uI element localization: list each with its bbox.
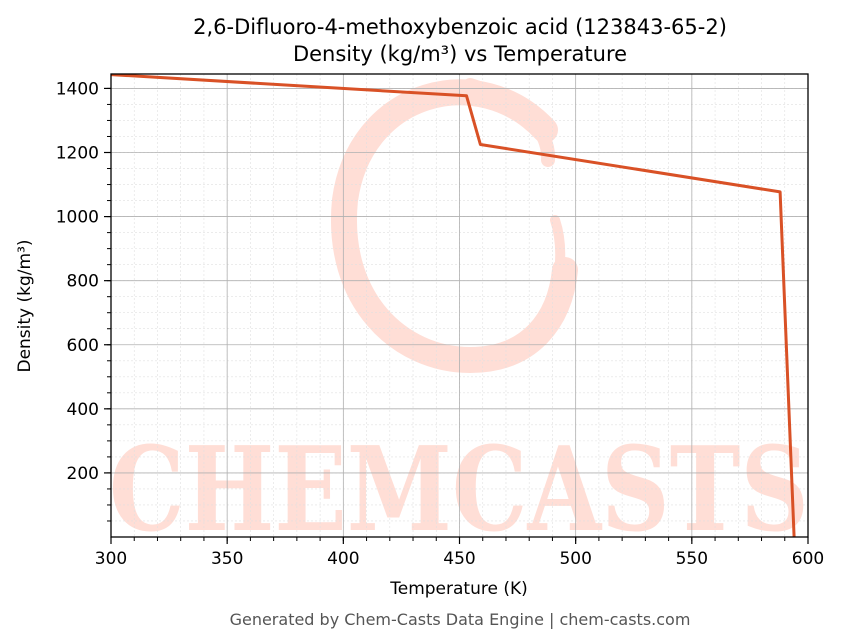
x-tick-labels: 300 350 400 450 500 550 600: [95, 549, 824, 569]
x-tick-label: 400: [327, 549, 359, 569]
x-tick-label: 500: [559, 549, 591, 569]
x-tick-label: 600: [792, 549, 824, 569]
y-tick-labels: 200 400 600 800 1000 1200 1400: [56, 79, 99, 483]
y-tick-label: 1000: [56, 208, 99, 228]
y-axis-label: Density (kg/m³): [15, 239, 35, 372]
y-tick-label: 1400: [56, 79, 99, 99]
y-tick-label: 800: [67, 272, 99, 292]
y-tick-label: 400: [67, 400, 99, 420]
series-layer: [111, 74, 796, 537]
x-tick-label: 450: [443, 549, 475, 569]
y-tick-label: 600: [67, 336, 99, 356]
y-tick-label: 1200: [56, 144, 99, 164]
footer-credit: Generated by Chem-Casts Data Engine | ch…: [230, 610, 691, 629]
chart-title: 2,6-Difluoro-4-methoxybenzoic acid (1238…: [193, 15, 727, 39]
x-axis-label: Temperature (K): [389, 579, 528, 599]
chart-subtitle: Density (kg/m³) vs Temperature: [293, 42, 627, 66]
density-line: [111, 74, 796, 537]
x-tick-label: 350: [211, 549, 243, 569]
x-tick-label: 300: [95, 549, 127, 569]
y-tick-label: 200: [67, 464, 99, 484]
watermark-text: CHEMCASTS: [109, 422, 809, 558]
x-tick-label: 550: [676, 549, 708, 569]
tick-marks: [104, 87, 809, 544]
